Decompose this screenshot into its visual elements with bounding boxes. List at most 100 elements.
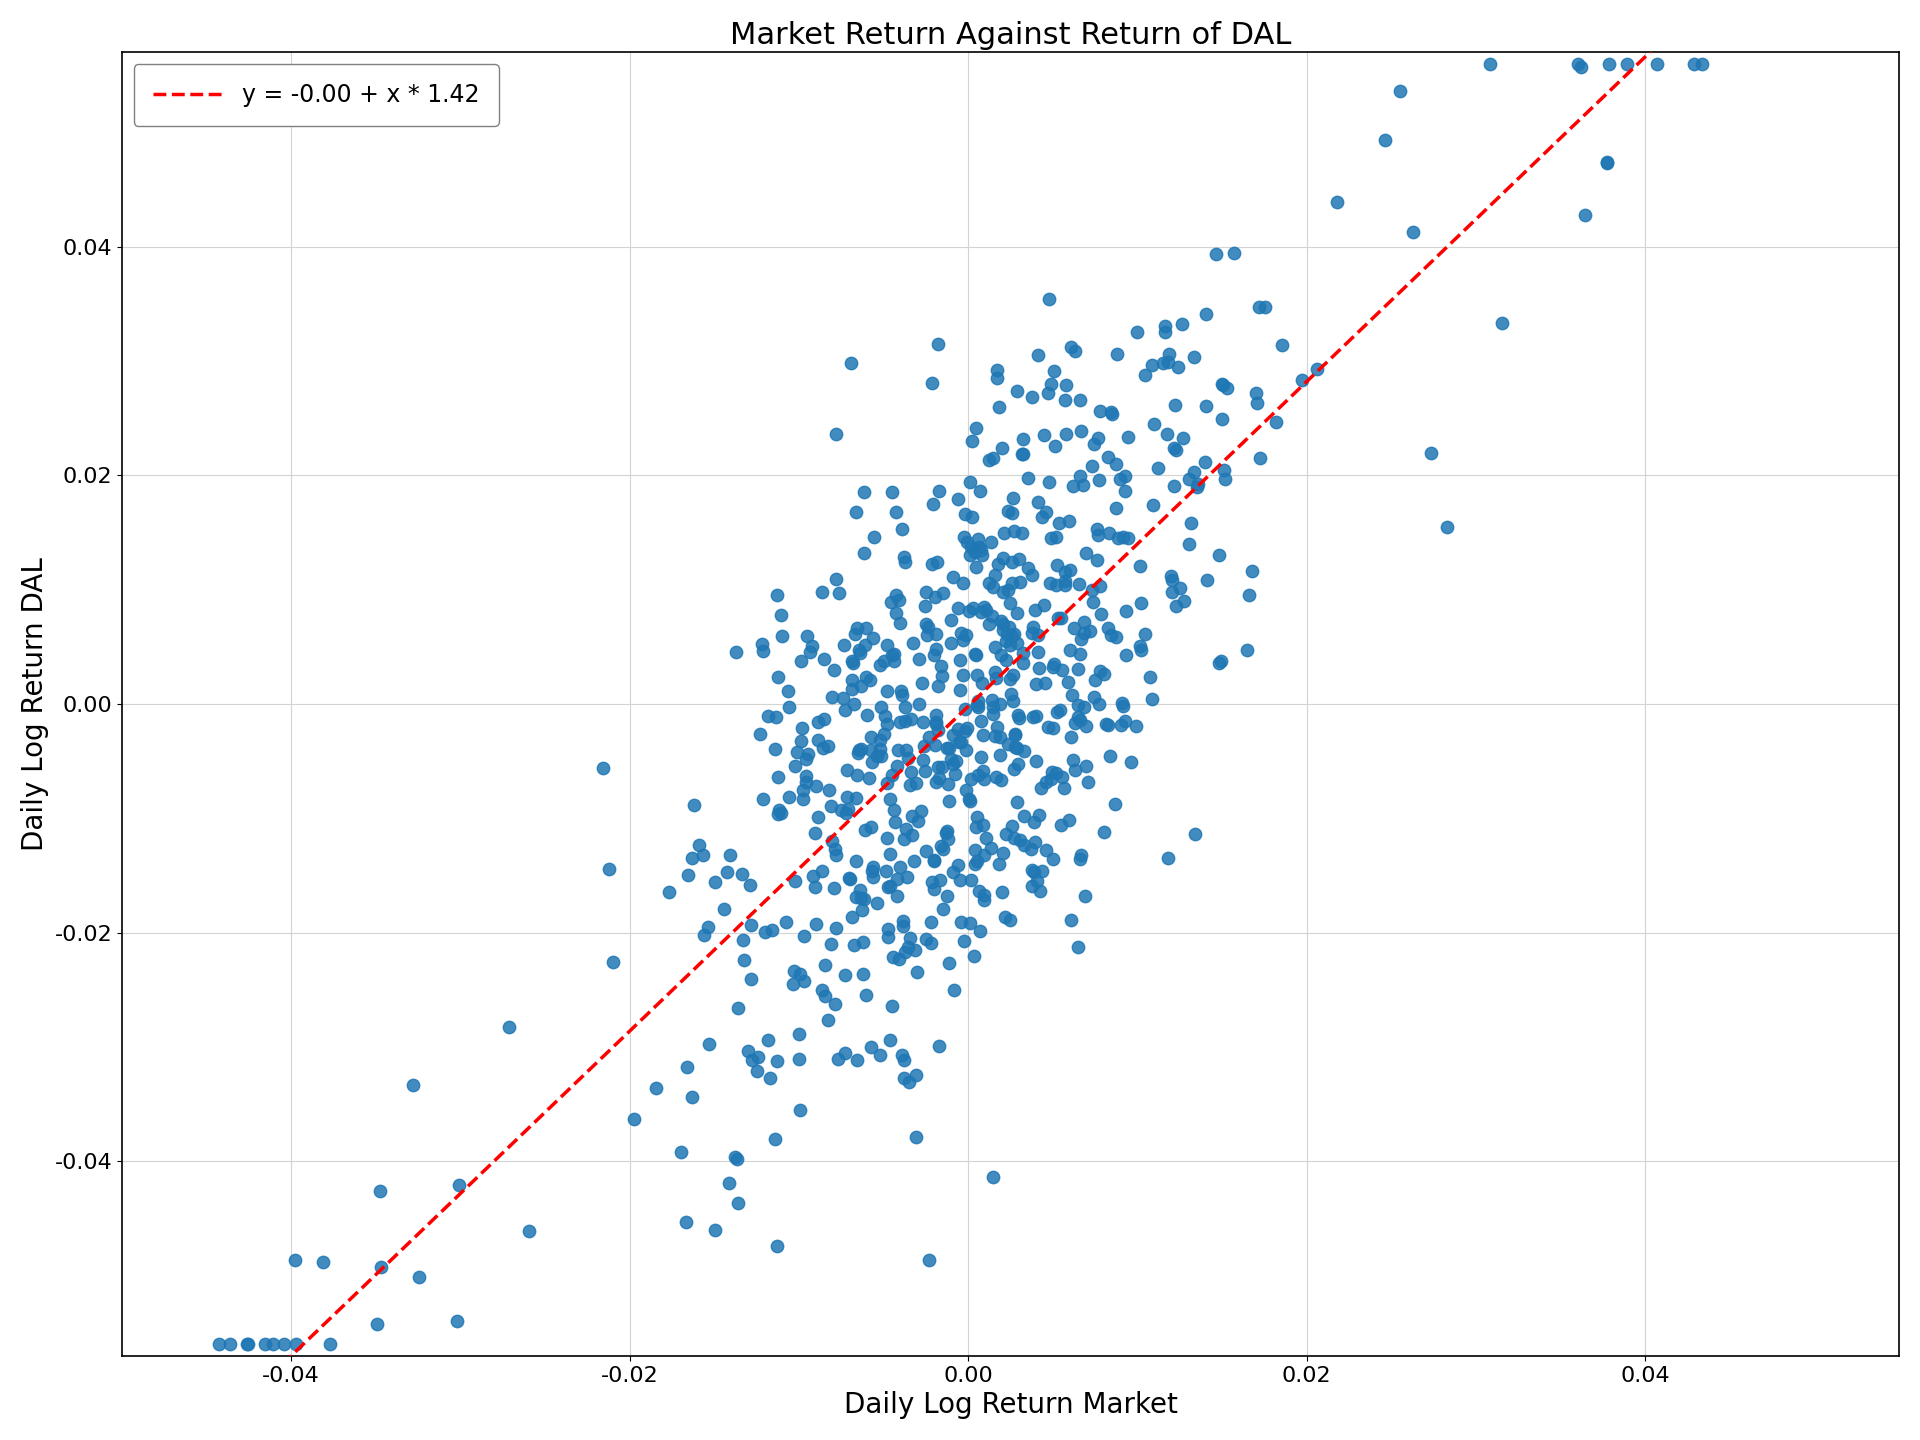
Point	[889, 696, 920, 719]
Point	[856, 739, 887, 762]
Point	[1219, 240, 1250, 264]
Point	[927, 897, 958, 920]
Point	[1083, 426, 1114, 449]
Point	[1046, 658, 1077, 681]
Point	[1173, 533, 1204, 556]
Point	[837, 678, 868, 701]
Point	[1020, 829, 1050, 852]
Point	[1100, 793, 1131, 816]
Point	[280, 1248, 311, 1272]
Point	[958, 945, 989, 968]
Point	[403, 1266, 434, 1289]
Point	[1206, 649, 1236, 672]
Point	[916, 910, 947, 933]
Point	[1092, 714, 1123, 737]
Point	[1004, 547, 1035, 570]
Point	[943, 854, 973, 877]
Point	[1106, 713, 1137, 736]
Point	[1004, 828, 1035, 851]
Point	[1286, 369, 1317, 392]
Point	[897, 707, 927, 730]
Point	[995, 668, 1025, 691]
Point	[1212, 376, 1242, 399]
Point	[1000, 723, 1031, 746]
Point	[1002, 737, 1033, 760]
Point	[1066, 628, 1096, 651]
Point	[872, 860, 902, 883]
Point	[945, 730, 975, 753]
Point	[1137, 687, 1167, 710]
Point	[872, 827, 902, 850]
Point	[712, 860, 743, 883]
Point	[783, 1047, 814, 1070]
Point	[766, 603, 797, 626]
Point	[966, 744, 996, 768]
Point	[833, 798, 864, 821]
Point	[806, 978, 837, 1001]
Point	[493, 1015, 524, 1038]
Point	[808, 736, 839, 759]
Point	[1121, 321, 1152, 344]
Point	[758, 1128, 789, 1151]
Point	[818, 685, 849, 708]
Point	[995, 909, 1025, 932]
Point	[791, 765, 822, 788]
Point	[987, 436, 1018, 459]
Point	[876, 842, 906, 865]
Point	[1154, 847, 1185, 870]
Point	[1037, 760, 1068, 783]
Point	[818, 658, 849, 681]
Point	[998, 520, 1029, 543]
Point	[1058, 749, 1089, 772]
Point	[975, 530, 1006, 553]
Point	[1104, 468, 1135, 491]
Point	[1071, 714, 1102, 737]
Point	[879, 644, 910, 667]
Point	[966, 543, 996, 566]
Point	[204, 1333, 234, 1356]
Point	[722, 1191, 753, 1214]
Point	[1021, 491, 1052, 514]
Point	[1160, 393, 1190, 416]
Point	[689, 924, 720, 948]
Point	[1008, 740, 1039, 763]
Point	[1242, 295, 1273, 318]
Point	[993, 732, 1023, 755]
Point	[927, 755, 958, 778]
Point	[1027, 860, 1058, 883]
Point	[593, 858, 624, 881]
Point	[722, 996, 753, 1020]
Point	[367, 1256, 397, 1279]
Point	[1167, 312, 1198, 336]
Point	[883, 739, 914, 762]
Point	[851, 665, 881, 688]
Point	[812, 1009, 843, 1032]
Point	[1048, 776, 1079, 799]
Point	[970, 768, 1000, 791]
Point	[1160, 436, 1190, 459]
Point	[720, 641, 751, 664]
Point	[925, 655, 956, 678]
Point	[847, 962, 877, 985]
Point	[676, 847, 707, 870]
Point	[837, 649, 868, 672]
Point	[1037, 372, 1068, 395]
Point	[1137, 354, 1167, 377]
Point	[885, 612, 916, 635]
Point	[1008, 442, 1039, 465]
Point	[1069, 886, 1100, 909]
Point	[858, 855, 889, 878]
Point	[1031, 770, 1062, 793]
Point	[998, 757, 1029, 780]
Point	[998, 624, 1029, 647]
Point	[883, 589, 914, 612]
Point	[822, 1047, 852, 1070]
Point	[950, 697, 981, 720]
Point	[1039, 652, 1069, 675]
Point	[735, 913, 766, 936]
Point	[1142, 456, 1173, 480]
Point	[1160, 595, 1190, 618]
Point	[941, 750, 972, 773]
Point	[870, 704, 900, 727]
Point	[1031, 671, 1062, 694]
